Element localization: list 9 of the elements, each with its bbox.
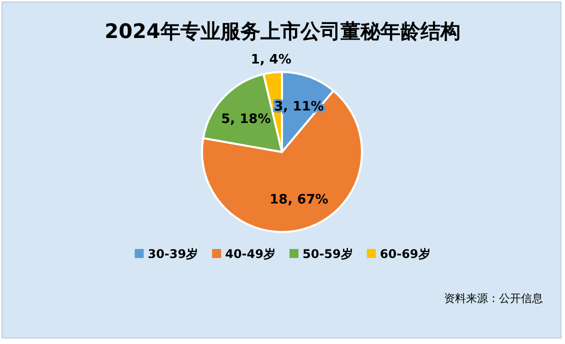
data-label: 1, 4% (250, 52, 292, 68)
data-label: 5, 18% (221, 112, 271, 127)
legend-label: 40-49岁 (225, 247, 276, 261)
legend-label: 50-59岁 (302, 247, 353, 261)
legend-label: 30-39岁 (148, 247, 198, 261)
data-label: 18, 67% (270, 192, 328, 208)
chart-title: 2024年专业服务上市公司董秘年龄结构 (104, 19, 460, 43)
legend-label: 60-69岁 (380, 247, 430, 261)
text: 资料来源：公开信息 (444, 292, 543, 305)
